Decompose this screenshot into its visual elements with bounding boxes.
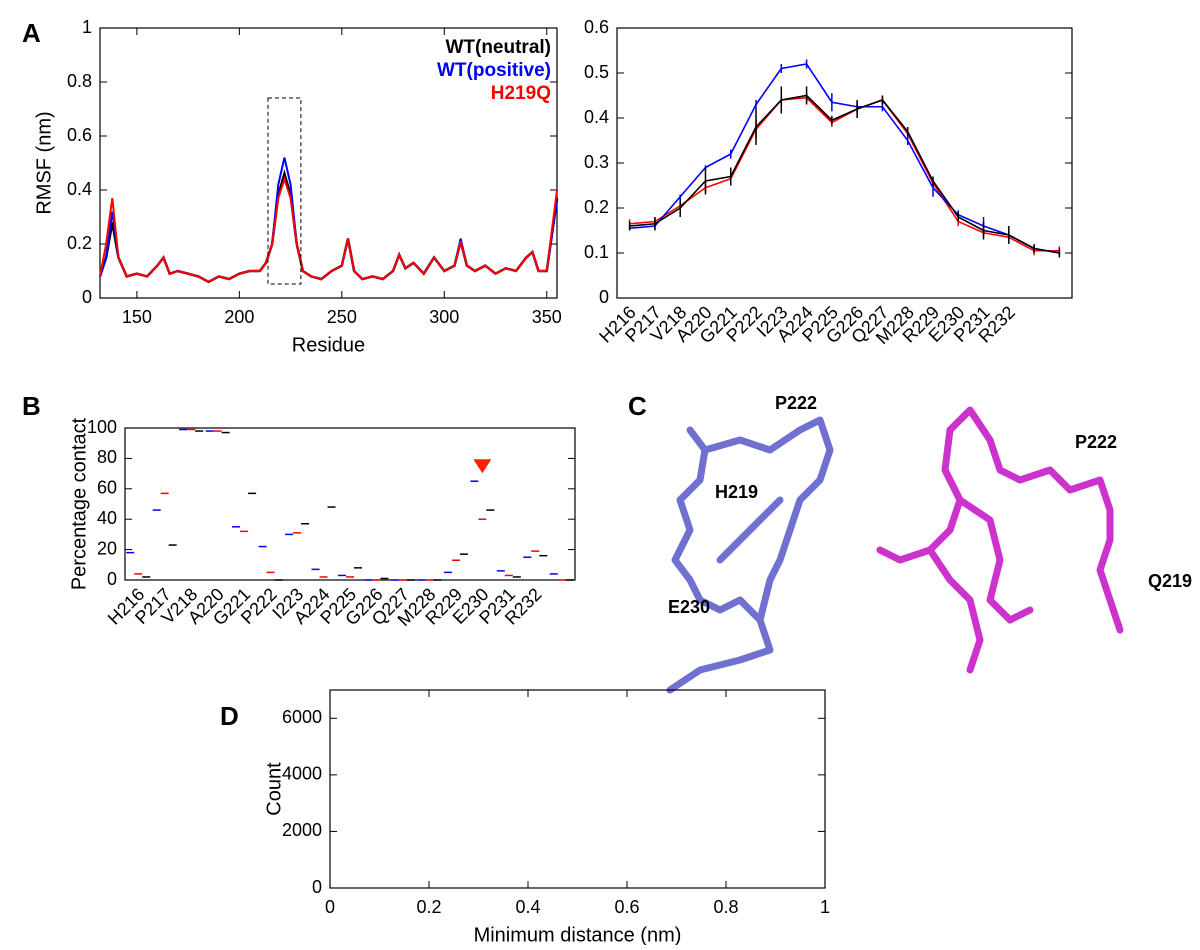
legend-entry: H219Q <box>491 83 551 104</box>
y-tick-label: 0 <box>107 569 117 589</box>
structure-wt <box>705 420 830 620</box>
y-tick-label: 0.6 <box>67 125 92 145</box>
x-tick-label: 200 <box>224 307 254 327</box>
panel-label: C <box>628 391 647 421</box>
y-tick-label: 0.2 <box>67 233 92 253</box>
y-tick-label: 0 <box>82 287 92 307</box>
y-tick-label: 0.8 <box>67 71 92 91</box>
structure-label: P222 <box>1075 432 1117 452</box>
x-tick-label: 0.2 <box>416 897 441 917</box>
structure-h219q <box>930 430 980 670</box>
y-tick-label: 0.4 <box>67 179 92 199</box>
y-tick-label: 4000 <box>282 764 322 784</box>
x-axis-label: Residue <box>292 334 365 356</box>
x-tick-label: 350 <box>532 307 562 327</box>
legend-entry: WT(neutral) <box>445 37 551 58</box>
panel-label: A <box>22 18 41 48</box>
plot-frame <box>617 28 1072 298</box>
plot-frame <box>330 690 825 888</box>
y-tick-label: 0 <box>599 287 609 307</box>
y-tick-label: 0 <box>312 877 322 897</box>
x-tick-label: 0 <box>325 897 335 917</box>
structure-label: P222 <box>775 393 817 413</box>
y-tick-label: 0.1 <box>584 242 609 262</box>
x-tick-label: 250 <box>327 307 357 327</box>
y-tick-label: 6000 <box>282 707 322 727</box>
y-tick-label: 40 <box>97 508 117 528</box>
data-line <box>100 158 557 282</box>
x-tick-label: 0.6 <box>614 897 639 917</box>
annotation-arrow <box>473 459 491 473</box>
data-line <box>630 98 1060 251</box>
x-tick-label: 0.8 <box>713 897 738 917</box>
figure: 00.20.40.60.81150200250300350ResidueRMSF… <box>0 0 1200 945</box>
y-axis-label: Percentage contact <box>68 417 90 590</box>
legend-entry: WT(positive) <box>437 60 551 81</box>
y-tick-label: 60 <box>97 478 117 498</box>
y-tick-label: 0.3 <box>584 152 609 172</box>
panel-c-structures <box>670 410 1120 690</box>
structure-h219q <box>880 550 930 560</box>
x-tick-label: 150 <box>122 307 152 327</box>
x-tick-label: 300 <box>429 307 459 327</box>
x-tick-label: 0.4 <box>515 897 540 917</box>
panel-label: B <box>22 391 41 421</box>
y-tick-label: 20 <box>97 538 117 558</box>
structure-label: Q219 <box>1148 571 1192 591</box>
x-axis-label: Minimum distance (nm) <box>474 924 682 945</box>
plot-frame <box>125 428 575 580</box>
y-tick-label: 0.2 <box>584 197 609 217</box>
highlight-box <box>268 98 301 284</box>
x-tick-label: 1 <box>820 897 830 917</box>
structure-wt <box>720 500 780 560</box>
y-axis-label: Count <box>263 762 285 816</box>
y-tick-label: 100 <box>87 417 117 437</box>
data-line <box>630 64 1060 253</box>
y-tick-label: 0.4 <box>584 107 609 127</box>
y-tick-label: 1 <box>82 17 92 37</box>
structure-label: H219 <box>715 482 758 502</box>
structure-label: E230 <box>668 597 710 617</box>
panel-label: D <box>220 701 239 731</box>
y-tick-label: 2000 <box>282 820 322 840</box>
data-line <box>100 179 557 282</box>
y-tick-label: 80 <box>97 447 117 467</box>
y-axis-label: RMSF (nm) <box>33 111 55 214</box>
y-tick-label: 0.5 <box>584 62 609 82</box>
data-line <box>100 174 557 282</box>
y-tick-label: 0.6 <box>584 17 609 37</box>
